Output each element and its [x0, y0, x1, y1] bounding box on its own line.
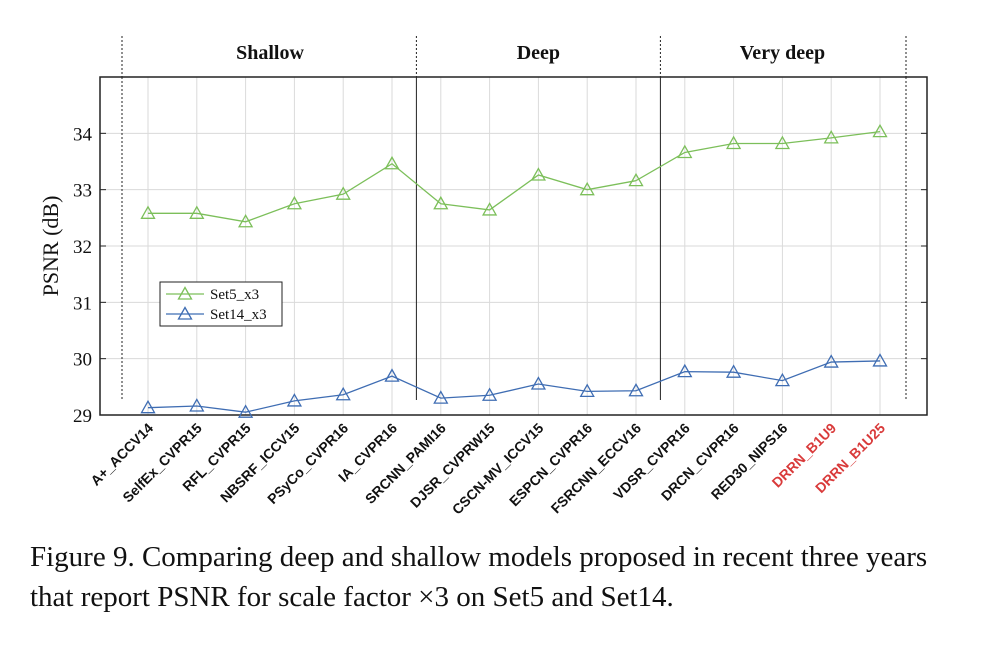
- data-point-marker: [774, 372, 791, 387]
- x-tick-label: ESPCN_CVPR16: [506, 420, 596, 510]
- data-point-marker: [628, 172, 644, 187]
- data-point-marker: [189, 398, 205, 412]
- data-point-marker: [286, 393, 303, 407]
- data-point-marker: [677, 363, 693, 378]
- data-point-marker: [335, 186, 351, 200]
- y-tick-label: 31: [73, 293, 92, 314]
- legend-marker: [177, 306, 193, 320]
- data-point-marker: [579, 383, 595, 397]
- legend-label: Set5_x3: [210, 287, 259, 303]
- data-point-marker: [384, 155, 400, 170]
- data-point-marker: [481, 202, 498, 216]
- data-point-marker: [530, 167, 547, 181]
- data-point-marker: [481, 387, 498, 401]
- data-point-marker: [433, 390, 449, 404]
- group-label: Very deep: [740, 42, 825, 64]
- data-point-marker: [774, 135, 791, 150]
- x-tick-label: FSRCNN_ECCV16: [548, 420, 645, 517]
- x-tick-label: DJSR_CVPRW15: [407, 420, 498, 511]
- figure-caption: Figure 9. Comparing deep and shallow mod…: [30, 541, 928, 613]
- data-point-marker: [725, 135, 742, 150]
- data-point-marker: [872, 353, 888, 367]
- x-tick-label: CSCN-MV_ICCV15: [449, 420, 547, 518]
- group-label: Shallow: [236, 42, 304, 64]
- legend-marker: [177, 286, 193, 300]
- data-point-marker: [530, 376, 547, 390]
- series-line: [147, 360, 881, 413]
- data-point-marker: [384, 368, 400, 382]
- data-point-marker: [677, 144, 693, 159]
- data-point-marker: [237, 213, 254, 228]
- data-point-marker: [237, 404, 254, 418]
- group-label: Deep: [517, 42, 560, 64]
- data-point-marker: [433, 195, 449, 210]
- data-point-marker: [335, 386, 351, 401]
- y-tick-label: 30: [73, 350, 92, 371]
- data-point-marker: [628, 382, 644, 397]
- y-tick-label: 34: [73, 124, 93, 145]
- psnr-line-chart: Shallow Deep Very deep 29 30 31 32 33 34 PSNR (dB…: [38, 36, 928, 518]
- data-point-marker: [140, 205, 156, 219]
- data-point-marker: [823, 354, 839, 368]
- data-point-marker: [286, 195, 303, 210]
- y-tick-label: 33: [73, 181, 92, 202]
- data-point-marker: [140, 399, 156, 414]
- data-point-marker: [725, 364, 742, 378]
- y-axis-label: PSNR (dB): [38, 196, 63, 297]
- series-line: [148, 130, 881, 223]
- legend-label: Set14_x3: [210, 307, 267, 323]
- y-tick-label: 32: [73, 237, 92, 258]
- data-point-marker: [189, 205, 205, 219]
- data-point-marker: [823, 130, 839, 144]
- y-tick-label: 29: [73, 406, 92, 427]
- data-point-marker: [579, 181, 595, 196]
- data-point-marker: [872, 123, 888, 138]
